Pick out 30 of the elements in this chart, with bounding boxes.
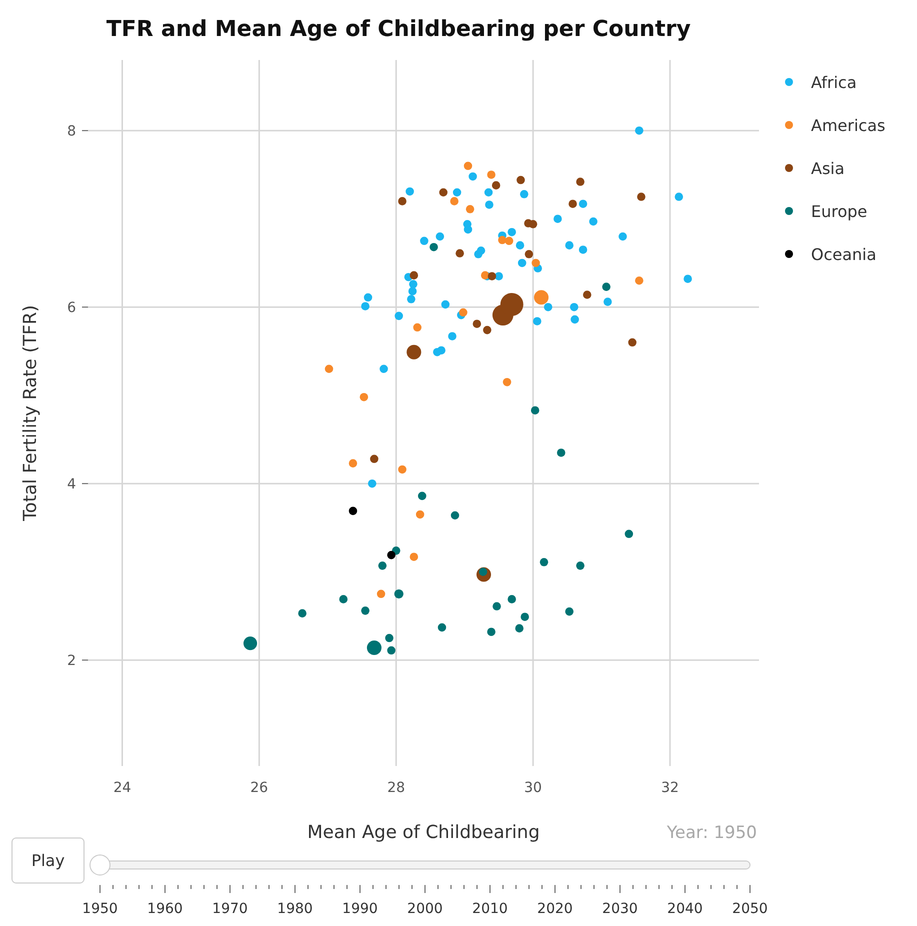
y-tick-label: 4 <box>67 476 76 493</box>
x-tick-label: 30 <box>524 780 542 796</box>
legend-label: Europe <box>811 202 868 221</box>
legend-label: Africa <box>811 73 857 92</box>
y-tick-label: 2 <box>67 653 76 670</box>
y-tick-label: 8 <box>67 124 76 140</box>
x-tick-label: 32 <box>661 780 679 796</box>
legend-label: Americas <box>811 116 886 135</box>
text: 1990 <box>342 901 378 917</box>
text: Play <box>31 851 65 870</box>
legend-label: Oceania <box>811 245 876 264</box>
y-axis-title: Total Fertility Rate (TFR) <box>20 305 41 522</box>
text: 1950 <box>82 901 118 917</box>
text: 1980 <box>277 901 313 917</box>
text: 2050 <box>732 901 768 917</box>
text: 1970 <box>212 901 248 917</box>
y-tick-label: 6 <box>67 300 76 316</box>
legend-label: Asia <box>811 159 845 178</box>
x-tick-label: 26 <box>250 780 268 796</box>
x-axis-title: Mean Age of Childbearing <box>307 822 540 843</box>
text: 2010 <box>472 901 508 917</box>
text: Year: 1950 <box>666 823 757 843</box>
x-tick-label: 28 <box>387 780 406 796</box>
text: 1960 <box>147 901 183 917</box>
x-tick-label: 24 <box>113 780 132 796</box>
text: 2030 <box>602 901 638 917</box>
text: 2040 <box>667 901 703 917</box>
text: 2000 <box>407 901 443 917</box>
text: 2020 <box>537 901 573 917</box>
chart-title: TFR and Mean Age of Childbearing per Country <box>106 17 691 42</box>
